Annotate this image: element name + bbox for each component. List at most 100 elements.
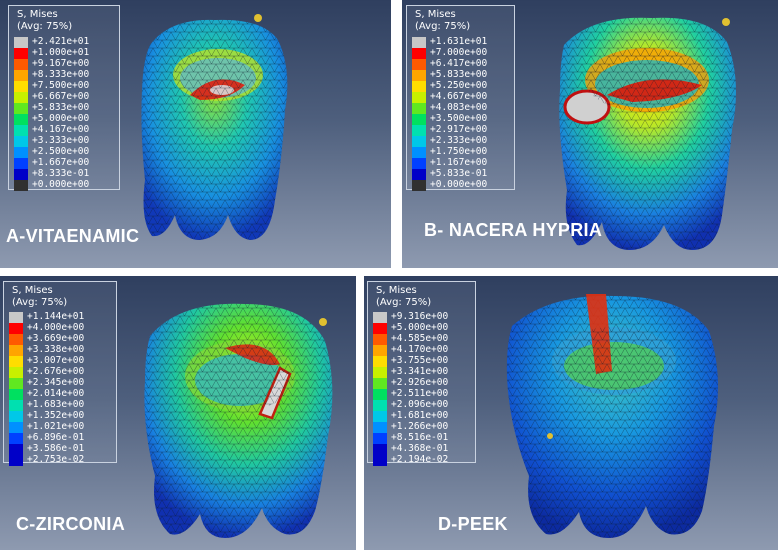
legend-value: +4.083e+00 xyxy=(430,102,488,113)
legend-color-swatch xyxy=(14,169,28,180)
legend-color-swatch xyxy=(412,92,426,103)
legend-row: +2.194e-02 xyxy=(373,454,573,466)
legend-value: +8.333e+00 xyxy=(32,69,90,80)
legend-value: +2.333e+00 xyxy=(430,135,488,146)
legend-color-swatch xyxy=(373,433,387,444)
panel-a-vitaenamic: S, Mises (Avg: 75%) +2.421e+01 +1.000e+01… xyxy=(0,0,391,268)
legend-row: +1.144e+01 xyxy=(9,311,209,323)
legend-color-swatch xyxy=(373,444,387,455)
material-label: C-ZIRCONIA xyxy=(16,514,125,534)
legend-value: +7.500e+00 xyxy=(32,80,90,91)
legend-value: +3.333e+00 xyxy=(32,135,90,146)
legend-color-swatch xyxy=(373,345,387,356)
legend-value: +1.750e+00 xyxy=(430,146,488,157)
stress-legend: S, Mises (Avg: 75%) +2.421e+01 +1.000e+01… xyxy=(8,5,120,191)
legend-value: +9.167e+00 xyxy=(32,58,90,69)
legend-value: +2.345e+00 xyxy=(27,377,85,388)
legend-color-swatch xyxy=(373,323,387,334)
legend-row: +2.345e+00 xyxy=(9,377,209,389)
legend-color-swatch xyxy=(9,356,23,367)
panel-c-zirconia: S, Mises (Avg: 75%) +1.144e+01 +4.000e+00… xyxy=(0,276,356,550)
legend-row: +5.833e+00 xyxy=(14,102,214,114)
legend-row: +1.750e+00 xyxy=(412,146,612,158)
legend-color-swatch xyxy=(412,48,426,59)
legend-value: +6.896e-01 xyxy=(27,432,85,443)
legend-color-swatch xyxy=(9,334,23,345)
legend-color-swatch xyxy=(14,103,28,114)
legend-value: +1.021e+00 xyxy=(27,421,85,432)
legend-row: +1.352e+00 xyxy=(9,410,209,422)
material-label: A-VITAENAMIC xyxy=(6,226,140,246)
legend-color-swatch xyxy=(9,422,23,433)
legend-row: +1.667e+00 xyxy=(14,157,214,169)
legend-color-swatch xyxy=(14,48,28,59)
legend-value: +2.917e+00 xyxy=(430,124,488,135)
legend-color-swatch xyxy=(373,411,387,422)
legend-row: +2.014e+00 xyxy=(9,388,209,400)
legend-row: +4.585e+00 xyxy=(373,333,573,345)
legend-subtitle: (Avg: 75%) xyxy=(17,21,73,32)
reference-node xyxy=(254,14,262,22)
reference-node xyxy=(547,433,553,439)
legend-color-swatch xyxy=(373,389,387,400)
legend-color-swatch xyxy=(373,312,387,323)
legend-value: +5.000e+00 xyxy=(32,113,90,124)
legend-value: +8.516e-01 xyxy=(391,432,449,443)
legend-color-swatch xyxy=(412,136,426,147)
legend-row: +1.167e+00 xyxy=(412,157,612,169)
legend-row: +1.021e+00 xyxy=(9,421,209,433)
legend-color-swatch xyxy=(14,147,28,158)
legend-row: +4.083e+00 xyxy=(412,102,612,114)
legend-title: S, Mises xyxy=(376,285,417,296)
legend-color-swatch xyxy=(14,37,28,48)
legend-row: +5.250e+00 xyxy=(412,80,612,92)
legend-color-swatch xyxy=(373,356,387,367)
legend-row: +6.417e+00 xyxy=(412,58,612,70)
legend-row: +0.000e+00 xyxy=(412,179,612,191)
legend-value: +3.341e+00 xyxy=(391,366,449,377)
legend-row: +1.631e+01 xyxy=(412,36,612,48)
legend-row: +2.500e+00 xyxy=(14,146,214,158)
legend-color-swatch xyxy=(14,180,28,191)
legend-value: +7.000e+00 xyxy=(430,47,488,58)
legend-color-swatch xyxy=(14,59,28,70)
legend-row: +8.516e-01 xyxy=(373,432,573,444)
panel-b-nacera-hypria: S, Mises (Avg: 75%) +1.631e+01 +7.000e+00… xyxy=(402,0,778,268)
legend-color-swatch xyxy=(9,378,23,389)
legend-row: +6.667e+00 xyxy=(14,91,214,103)
legend-value: +4.585e+00 xyxy=(391,333,449,344)
legend-value: +2.194e-02 xyxy=(391,454,449,465)
legend-color-swatch xyxy=(9,389,23,400)
legend-color-swatch xyxy=(14,114,28,125)
legend-value: +1.681e+00 xyxy=(391,410,449,421)
legend-row: +4.167e+00 xyxy=(14,124,214,136)
legend-color-swatch xyxy=(373,400,387,411)
legend-value: +6.417e+00 xyxy=(430,58,488,69)
legend-color-swatch xyxy=(412,114,426,125)
legend-color-swatch xyxy=(9,455,23,466)
legend-subtitle: (Avg: 75%) xyxy=(12,297,68,308)
legend-row: +3.586e-01 xyxy=(9,443,209,455)
legend-color-swatch xyxy=(9,433,23,444)
legend-color-swatch xyxy=(14,81,28,92)
legend-value: +3.586e-01 xyxy=(27,443,85,454)
legend-color-swatch xyxy=(412,103,426,114)
legend-color-swatch xyxy=(14,70,28,81)
legend-value: +5.250e+00 xyxy=(430,80,488,91)
legend-color-swatch xyxy=(412,70,426,81)
legend-color-swatch xyxy=(9,400,23,411)
legend-color-swatch xyxy=(9,323,23,334)
legend-color-swatch xyxy=(373,378,387,389)
legend-value: +5.833e-01 xyxy=(430,168,488,179)
legend-color-swatch xyxy=(412,81,426,92)
material-label: B- NACERA HYPRIA xyxy=(424,220,603,240)
legend-row: +3.500e+00 xyxy=(412,113,612,125)
legend-value: +2.676e+00 xyxy=(27,366,85,377)
legend-row: +5.000e+00 xyxy=(373,322,573,334)
legend-value: +3.338e+00 xyxy=(27,344,85,355)
legend-value: +5.833e+00 xyxy=(430,69,488,80)
legend-value: +3.500e+00 xyxy=(430,113,488,124)
legend-color-swatch xyxy=(373,422,387,433)
legend-row: +3.755e+00 xyxy=(373,355,573,367)
legend-subtitle: (Avg: 75%) xyxy=(376,297,432,308)
